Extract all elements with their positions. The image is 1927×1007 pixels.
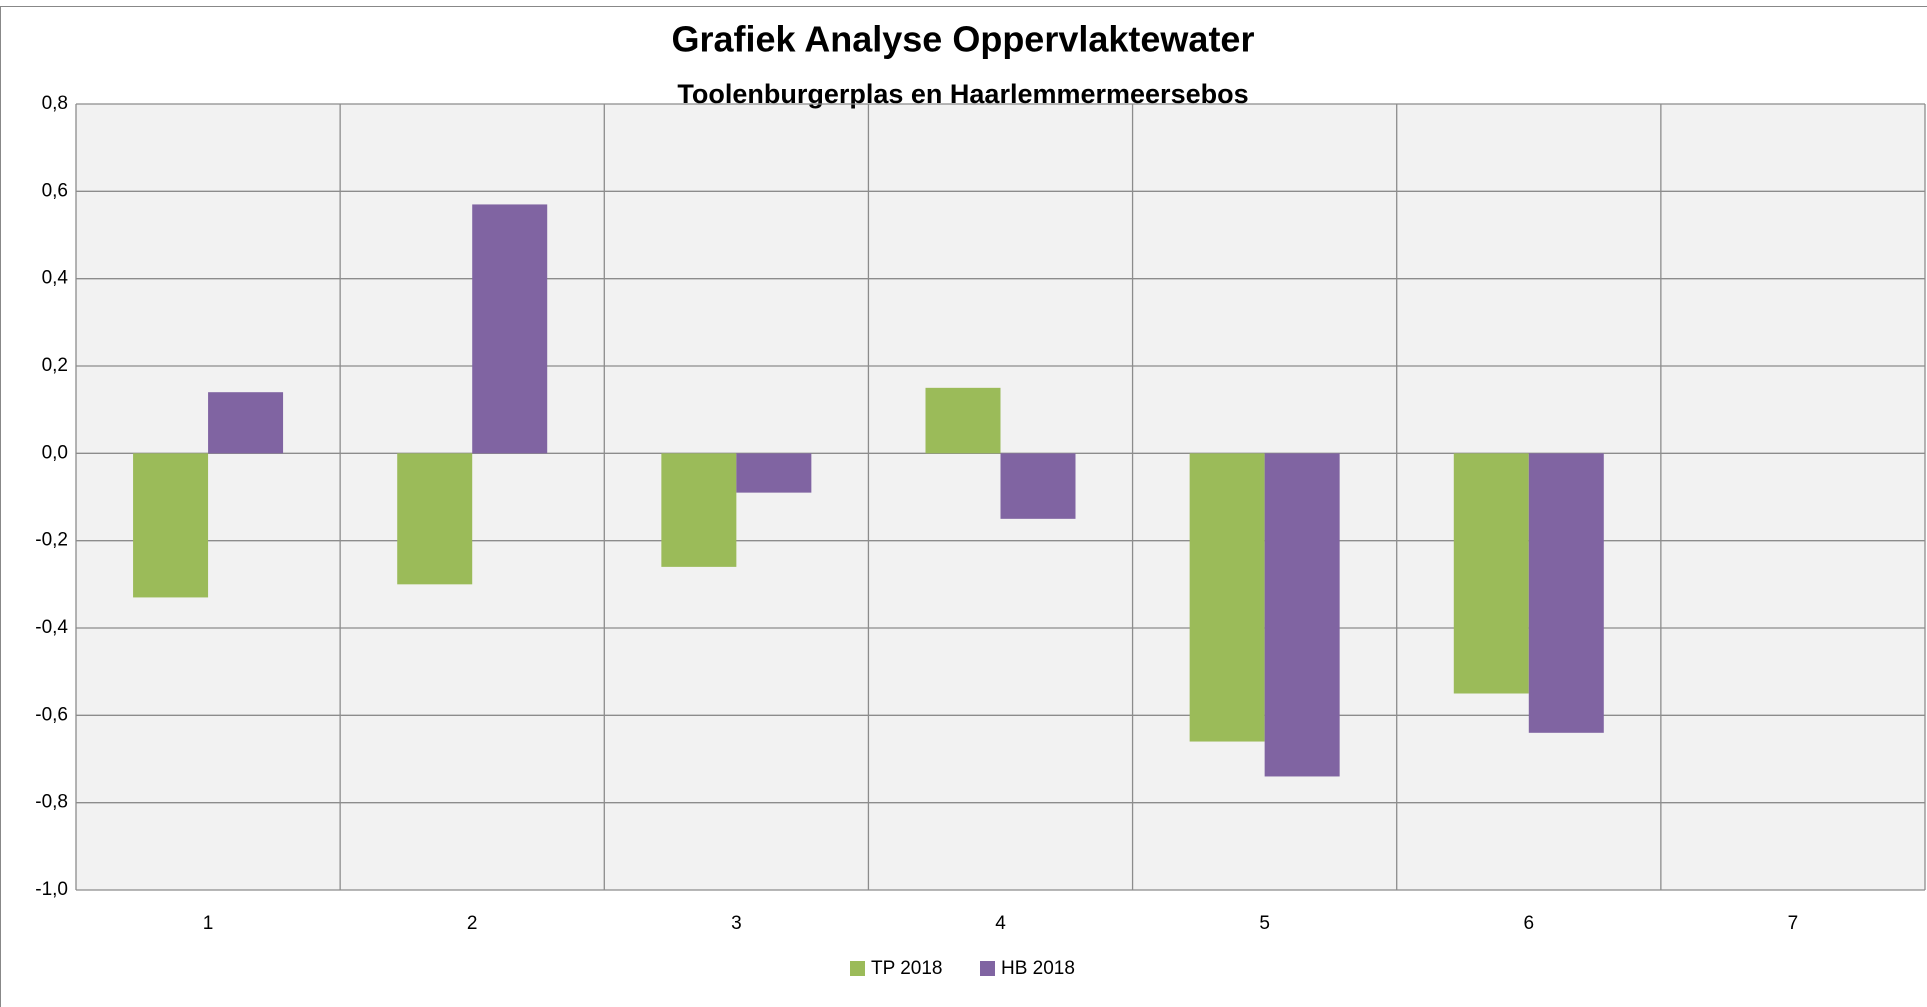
chart-title: Grafiek Analyse Oppervlaktewater bbox=[672, 19, 1255, 60]
legend-label: TP 2018 bbox=[871, 958, 942, 979]
bar bbox=[1453, 453, 1529, 694]
x-tick-label: 1 bbox=[203, 913, 214, 934]
y-tick-label: 0,2 bbox=[42, 355, 68, 376]
x-tick-label: 2 bbox=[467, 913, 478, 934]
y-tick-label: 0,6 bbox=[42, 180, 68, 201]
x-tick-label: 4 bbox=[995, 913, 1006, 934]
y-tick-label: 0,4 bbox=[42, 268, 69, 289]
y-tick-label: -0,2 bbox=[35, 530, 68, 551]
x-tick-label: 3 bbox=[731, 913, 742, 934]
y-tick-label: -1,0 bbox=[35, 879, 68, 900]
y-tick-label: 0,0 bbox=[42, 442, 68, 463]
bar bbox=[661, 453, 737, 567]
bar bbox=[1528, 453, 1604, 733]
bar bbox=[1264, 453, 1340, 777]
x-tick-label: 5 bbox=[1259, 913, 1270, 934]
y-tick-label: -0,6 bbox=[35, 704, 68, 725]
legend-label: HB 2018 bbox=[1001, 958, 1075, 979]
x-tick-label: 6 bbox=[1523, 913, 1534, 934]
bar bbox=[1000, 453, 1076, 519]
legend-swatch bbox=[850, 961, 865, 976]
bar bbox=[736, 453, 812, 493]
bar bbox=[208, 392, 284, 454]
bar bbox=[925, 387, 1001, 454]
y-tick-label: 0,8 bbox=[42, 93, 68, 114]
y-tick-label: -0,4 bbox=[35, 617, 68, 638]
y-tick-label: -0,8 bbox=[35, 792, 68, 813]
bar bbox=[397, 453, 473, 585]
bar bbox=[133, 453, 209, 598]
legend-swatch bbox=[980, 961, 995, 976]
bar bbox=[1189, 453, 1265, 742]
x-tick-label: 7 bbox=[1788, 913, 1799, 934]
bar bbox=[472, 204, 548, 454]
